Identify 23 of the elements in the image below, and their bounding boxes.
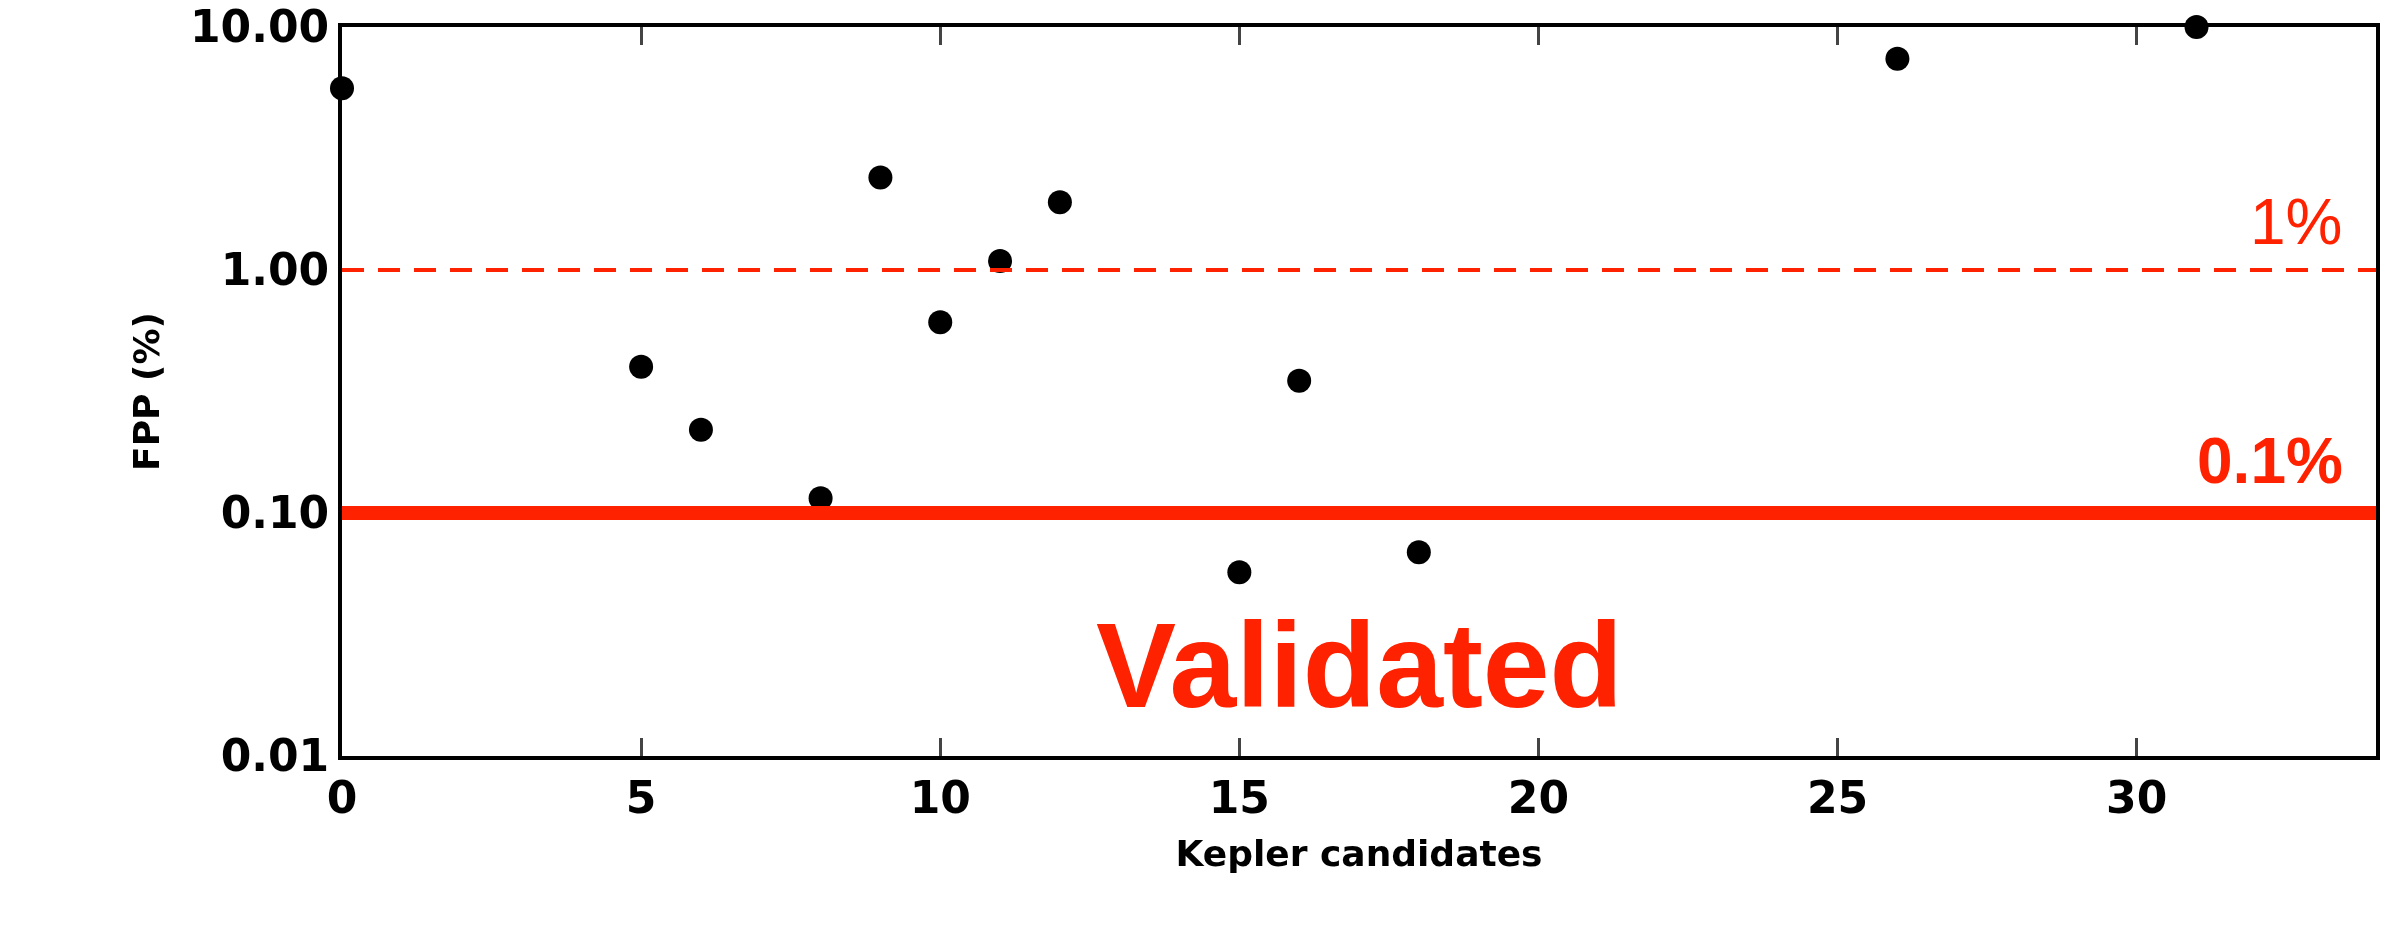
y-tick-label: 0.10	[220, 487, 330, 539]
x-tick-label: 20	[1507, 771, 1570, 823]
y-tick-label: 10.00	[190, 1, 330, 53]
ref-line-label: 1%	[2250, 186, 2343, 258]
point	[868, 165, 893, 190]
ref-line-label: 0.1%	[2197, 425, 2343, 497]
point	[1287, 368, 1312, 393]
point	[1885, 46, 1910, 71]
point	[688, 417, 713, 442]
point	[1406, 540, 1431, 565]
y-axis-title: FPP (%)	[126, 312, 168, 471]
x-tick-label: 10	[909, 771, 971, 823]
point	[1047, 190, 1072, 215]
x-tick-label: 15	[1208, 771, 1270, 823]
point	[1227, 560, 1252, 585]
x-tick-label: 30	[2106, 771, 2168, 823]
x-tick-label: 5	[625, 771, 657, 823]
point	[928, 310, 953, 335]
x-axis-title: Kepler candidates	[1175, 833, 1543, 874]
x-tick-label: 25	[1806, 771, 1869, 823]
annotation: Validated	[1096, 598, 1623, 732]
point	[629, 354, 654, 379]
y-tick-label: 1.00	[220, 244, 330, 296]
